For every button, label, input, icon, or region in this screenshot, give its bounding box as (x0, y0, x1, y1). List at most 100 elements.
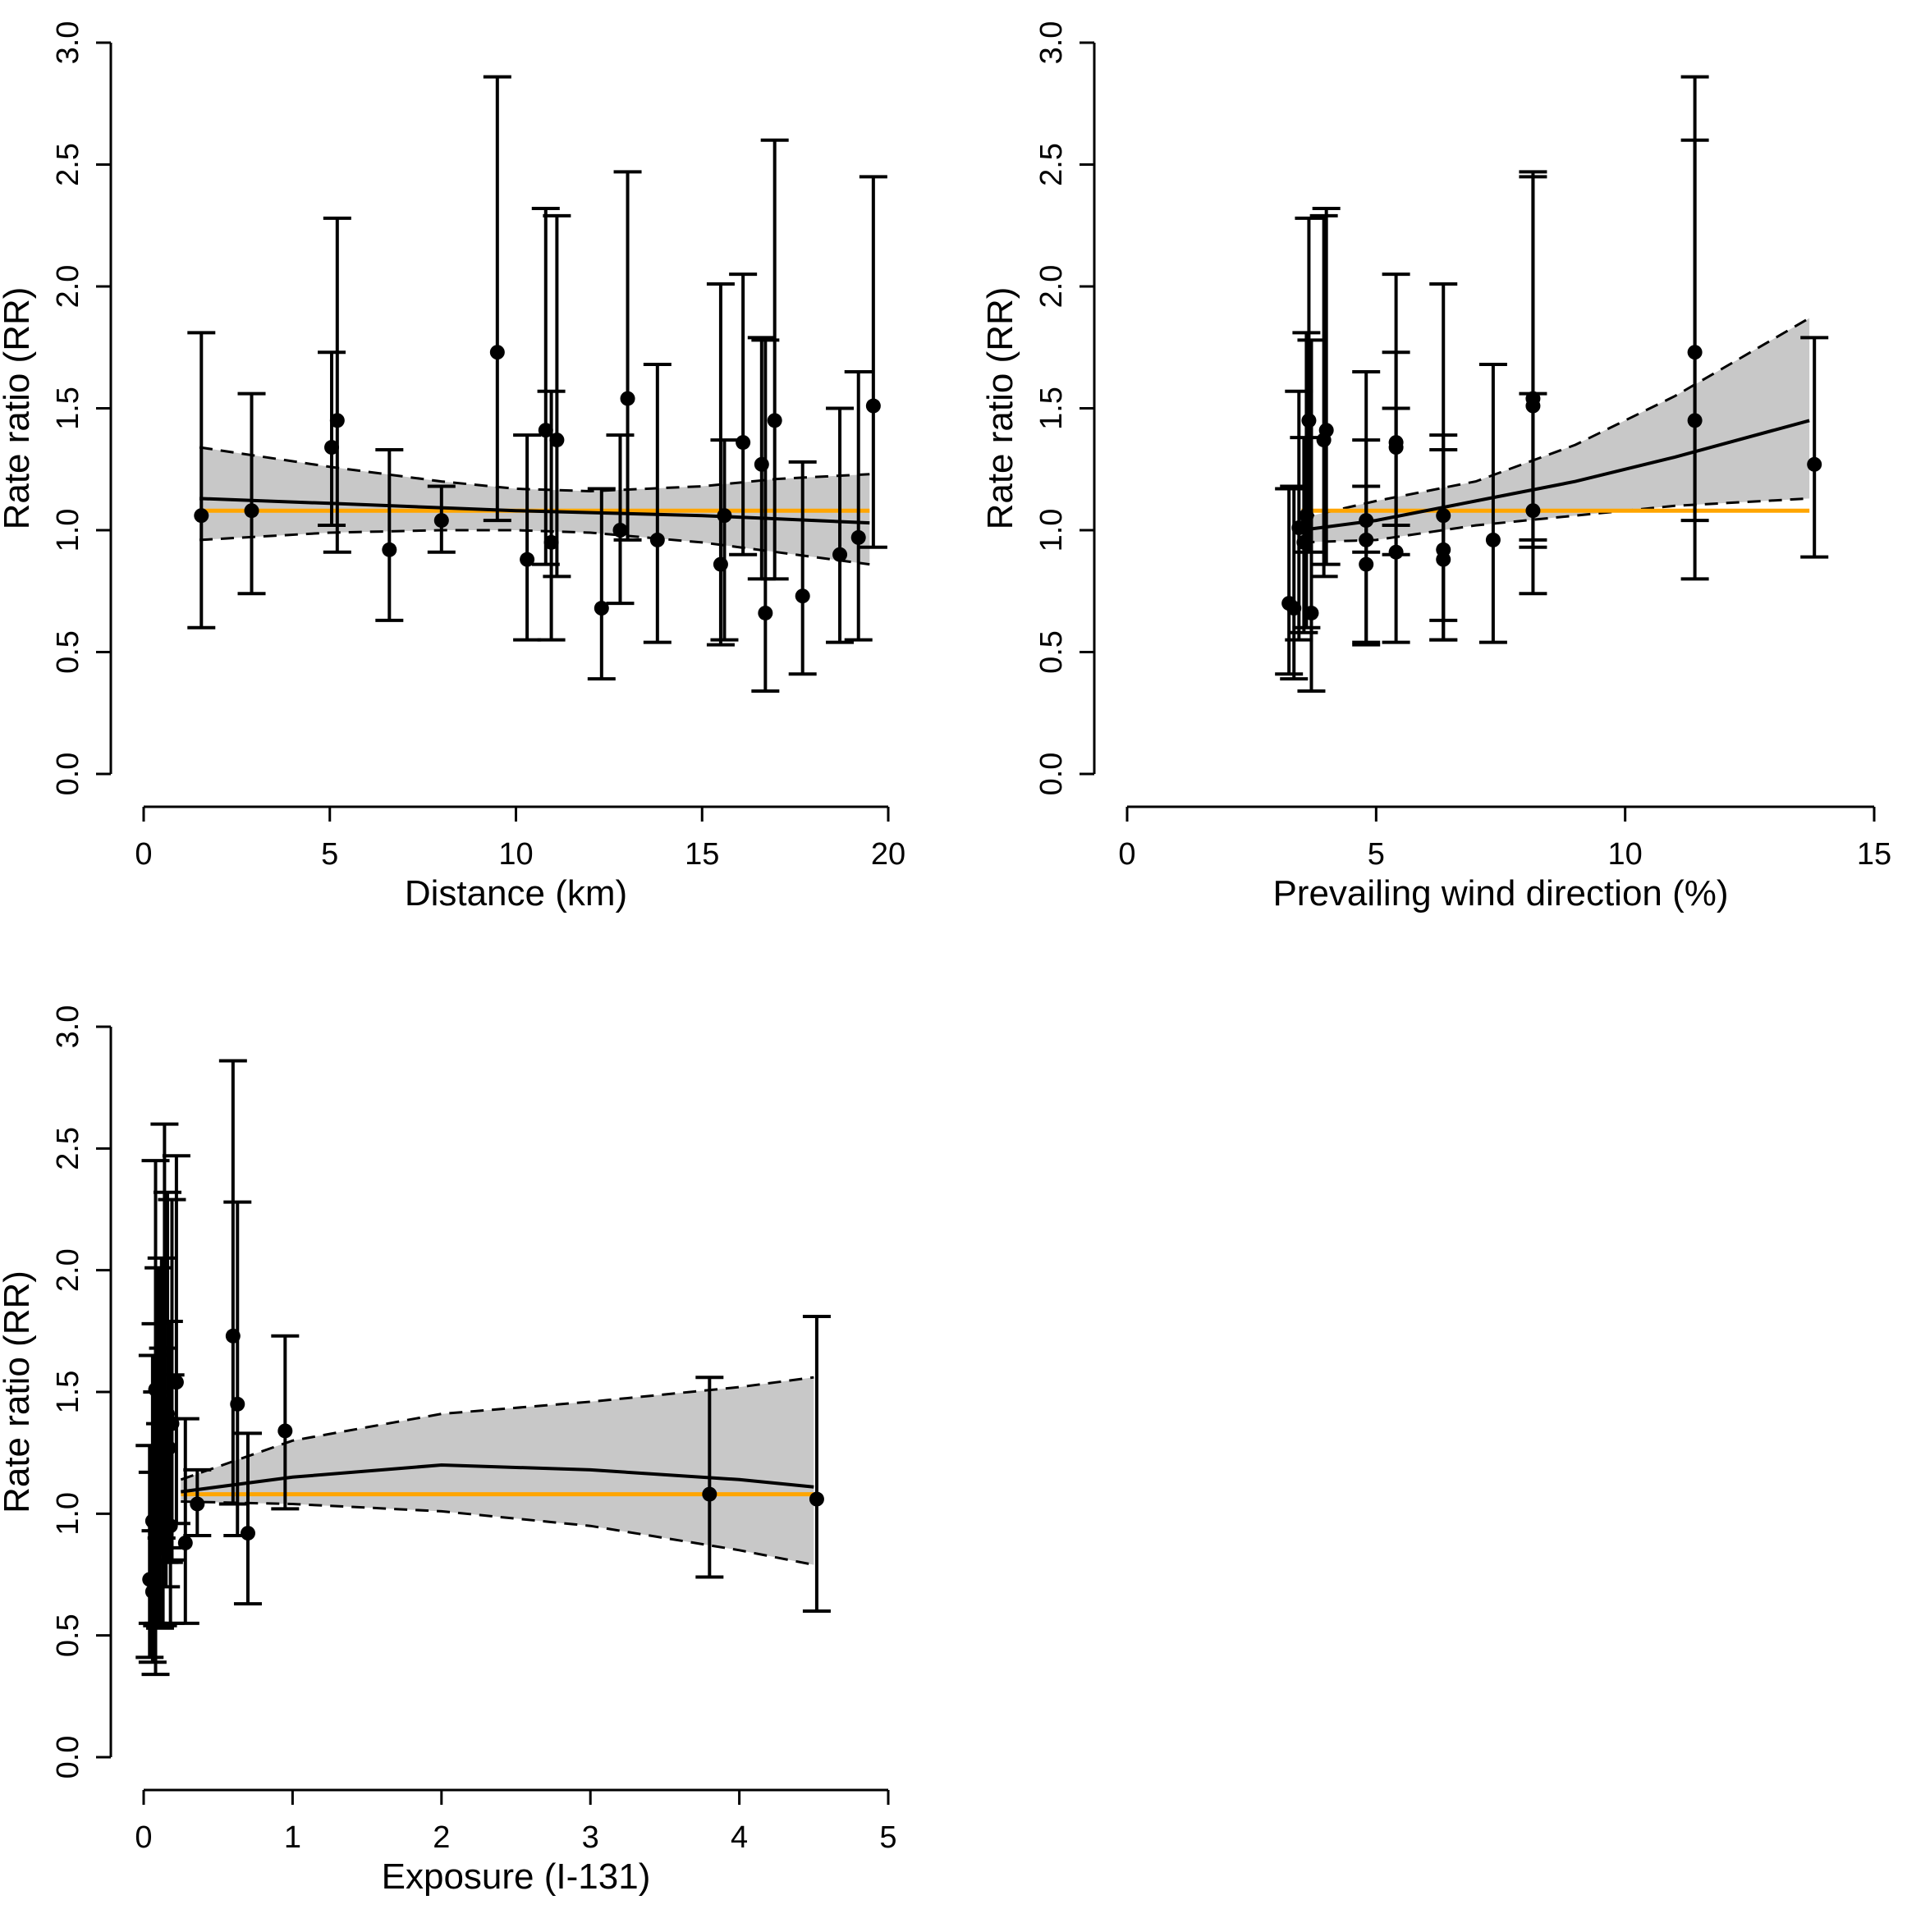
error-bar (271, 1334, 300, 1511)
data-point (168, 1375, 184, 1390)
error-bar (1309, 213, 1338, 579)
error-bar (729, 272, 758, 556)
data-point (758, 605, 773, 620)
x-tick-label: 20 (871, 837, 905, 872)
data-point (230, 1396, 245, 1412)
error-bar (710, 438, 739, 642)
data-point (1318, 423, 1334, 438)
x-tick-label: 5 (879, 1820, 896, 1855)
y-tick-label: 1.5 (51, 387, 85, 430)
data-point (324, 440, 340, 456)
error-bar (1429, 282, 1458, 642)
wind-direction-panel: 0.0 0.5 1.0 1.5 2.0 2.5 3.0 Rate ratio (RR) 0 5 10… (980, 21, 1891, 913)
data-point (620, 391, 635, 406)
error-bar (844, 369, 873, 642)
y-axis-label: Rate ratio (RR) (0, 1270, 37, 1513)
data-point (329, 413, 345, 428)
data-point (809, 1491, 824, 1507)
error-bar (375, 447, 404, 622)
data-point (382, 542, 397, 557)
data-point (717, 508, 732, 524)
y-tick-label: 0.0 (1034, 753, 1069, 796)
confidence-band (181, 1377, 814, 1565)
error-bar (543, 213, 571, 579)
error-bar (1297, 338, 1326, 694)
x-tick-label: 15 (1857, 837, 1891, 872)
error-bar (643, 363, 672, 644)
y-tick-label: 3.0 (51, 1005, 85, 1049)
data-point (244, 503, 259, 519)
y-tick-label: 3.0 (51, 21, 85, 65)
data-point (767, 413, 782, 428)
error-bar (788, 460, 817, 676)
error-bar (695, 1376, 724, 1579)
y-axis-label: Rate ratio (RR) (980, 287, 1020, 530)
data-point (1485, 532, 1501, 547)
error-bar (483, 75, 511, 523)
data-point (538, 423, 553, 438)
data-point (433, 513, 449, 529)
x-axis-label: Exposure (I-131) (382, 1856, 651, 1897)
data-point (1359, 513, 1374, 529)
x-tick-label: 15 (685, 837, 719, 872)
error-bar (233, 1431, 262, 1606)
y-tick-label: 0.0 (51, 1736, 85, 1779)
data-point (832, 547, 848, 562)
y-tick-label: 1.0 (1034, 509, 1069, 552)
fitted-line (199, 497, 870, 525)
data-point (865, 398, 881, 414)
error-bar (537, 389, 566, 642)
data-point (1525, 391, 1541, 406)
y-tick-label: 2.0 (51, 1248, 85, 1292)
data-point (594, 601, 609, 616)
error-bar (1478, 363, 1507, 644)
data-point (1304, 605, 1319, 620)
data-point (736, 435, 751, 451)
band-upper-line (180, 1376, 814, 1481)
x-tick-label: 1 (284, 1820, 301, 1855)
error-bar (218, 1059, 247, 1506)
y-tick-label: 1.0 (51, 1492, 85, 1536)
y-tick-label: 1.0 (51, 509, 85, 552)
x-axis-label: Distance (km) (405, 873, 627, 913)
error-bar (171, 1417, 199, 1625)
y-tick-label: 0.5 (51, 630, 85, 674)
data-point (795, 588, 810, 604)
error-bar (1292, 331, 1321, 630)
data-point (549, 433, 565, 448)
y-tick-label: 2.5 (51, 143, 85, 186)
data-point (1388, 435, 1404, 451)
x-tick-label: 3 (582, 1820, 599, 1855)
y-tick-label: 0.5 (1034, 630, 1069, 674)
x-tick-label: 5 (321, 837, 338, 872)
data-point (1436, 508, 1451, 524)
y-tick-label: 0.5 (51, 1614, 85, 1657)
x-axis-label: Prevailing wind direction (%) (1272, 873, 1728, 913)
x-tick-label: 10 (1608, 837, 1643, 872)
data-point (702, 1486, 717, 1502)
x-tick-label: 0 (135, 837, 152, 872)
error-bar (323, 216, 351, 554)
y-tick-label: 2.5 (1034, 143, 1069, 186)
data-point (177, 1535, 193, 1550)
data-point (190, 1496, 205, 1512)
error-bar (606, 433, 635, 606)
distance-panel: 0.0 0.5 1.0 1.5 2.0 2.5 3.0 Rate ratio (RR) 0 5 10… (0, 21, 905, 913)
data-point (520, 552, 535, 567)
band-lower-line (1301, 497, 1810, 544)
data-point (240, 1526, 255, 1541)
data-point (612, 523, 628, 538)
data-point (1807, 456, 1822, 472)
confidence-band (1301, 318, 1810, 543)
error-bar (318, 350, 346, 528)
y-tick-label: 2.0 (51, 265, 85, 309)
error-bar (237, 391, 266, 596)
y-tick-label: 1.5 (1034, 387, 1069, 430)
error-bar (760, 138, 789, 581)
fitted-line (181, 1463, 814, 1494)
error-bar (613, 170, 642, 542)
y-tick-label: 2.0 (1034, 265, 1069, 309)
y-tick-label: 3.0 (1034, 21, 1069, 65)
data-point (649, 532, 665, 547)
